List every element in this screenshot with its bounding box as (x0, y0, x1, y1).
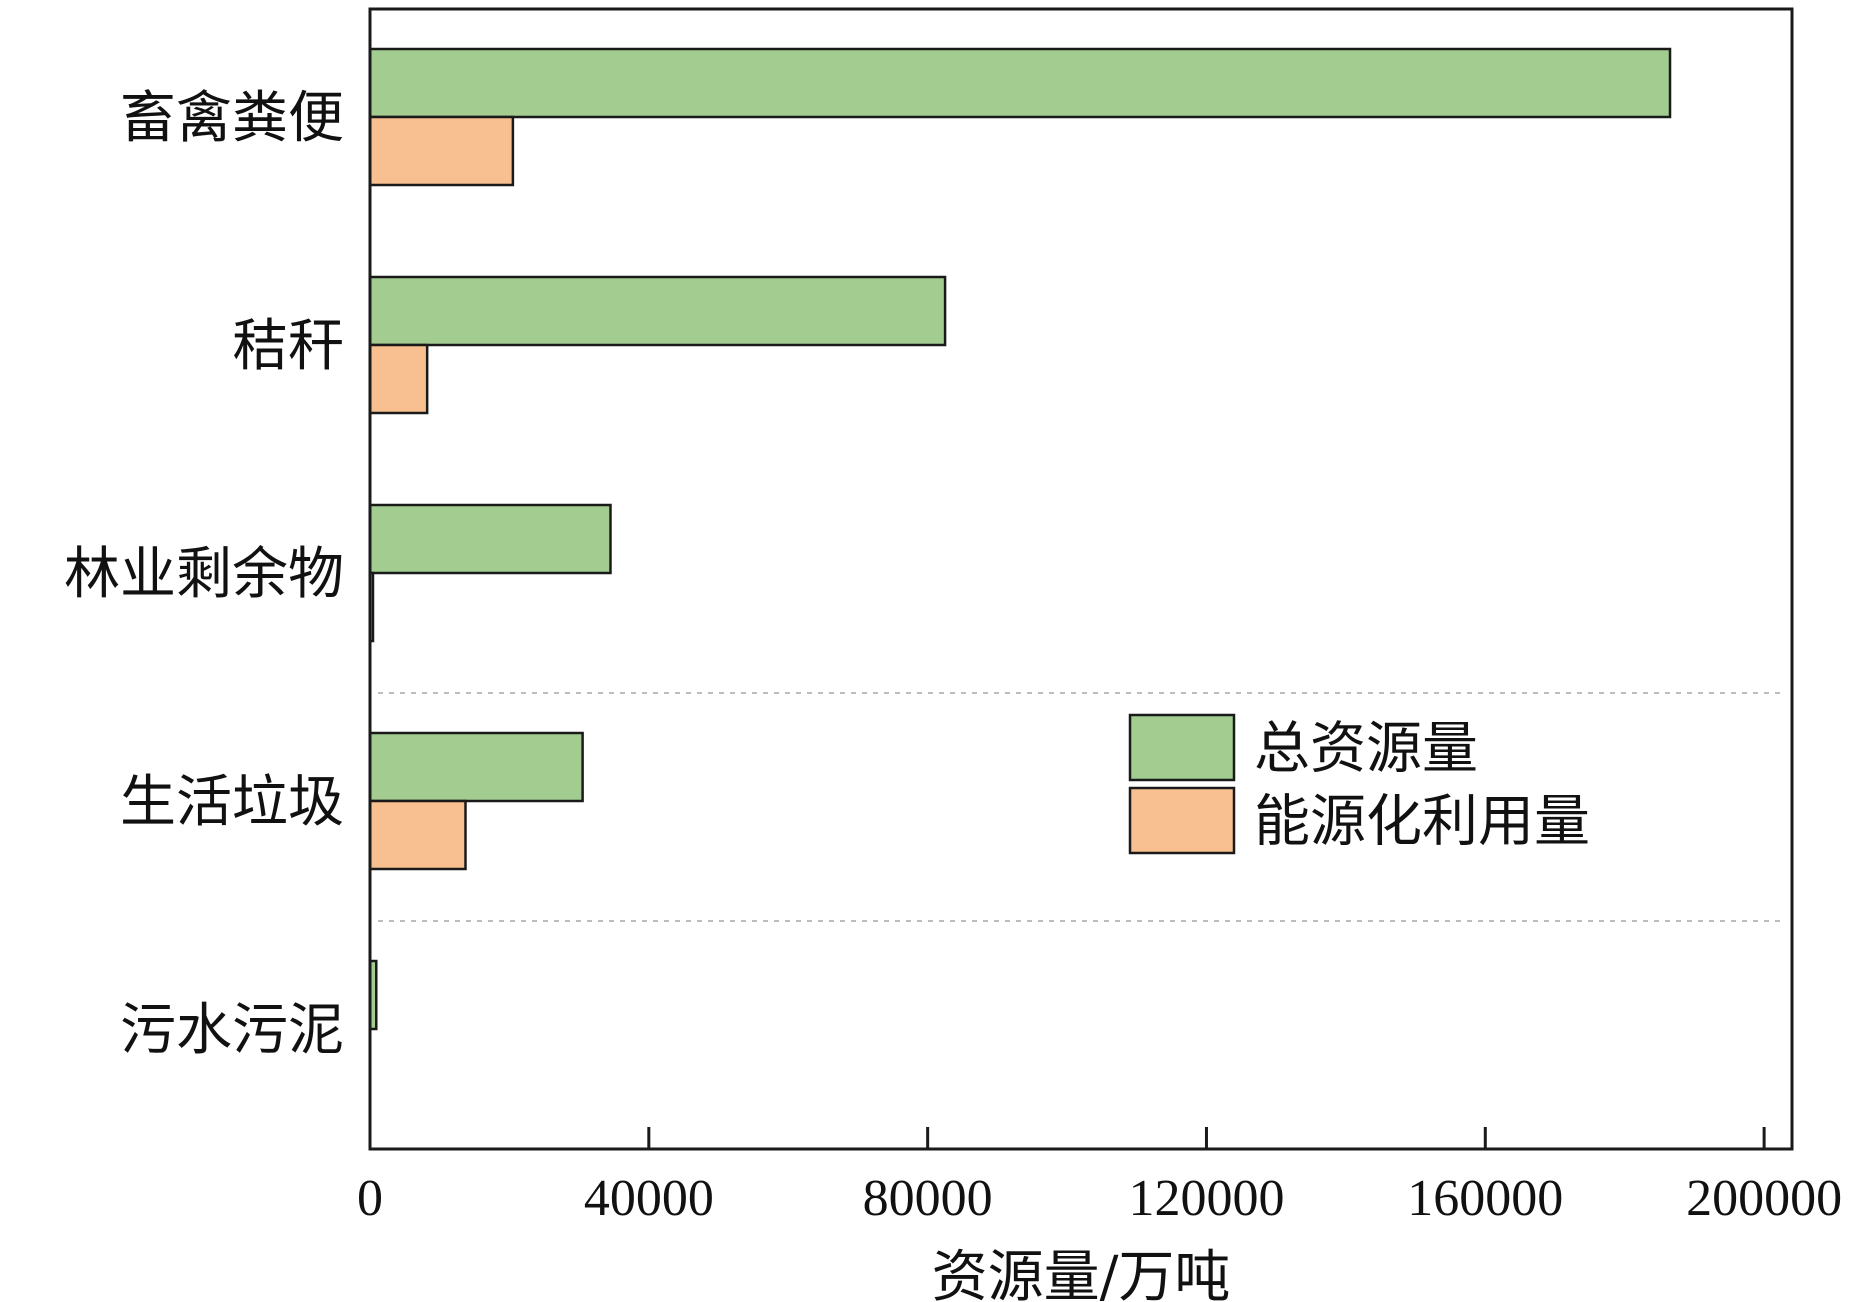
x-tick-label: 200000 (1686, 1170, 1842, 1227)
bar-energy-use-3 (368, 799, 467, 871)
legend-swatch-0 (1128, 713, 1236, 782)
category-label: 秸秆 (232, 314, 344, 379)
x-tick-label: 0 (357, 1170, 383, 1227)
x-tick-label: 40000 (584, 1170, 714, 1227)
plot-frame (368, 7, 1794, 1151)
bar-total-1 (368, 275, 947, 347)
gridlines (378, 692, 1780, 922)
x-tick-label: 80000 (863, 1170, 993, 1227)
legend-swatch-1 (1128, 786, 1236, 855)
category-label: 污水污泥 (120, 998, 344, 1063)
x-tick-label: 120000 (1128, 1170, 1284, 1227)
bar-energy-use-0 (368, 115, 515, 187)
category-label: 林业剩余物 (64, 542, 344, 607)
x-axis-title: 资源量/万吨 (932, 1245, 1231, 1302)
category-label: 畜禽粪便 (120, 86, 344, 151)
legend-label-1: 能源化利用量 (1254, 790, 1590, 855)
bar-total-2 (368, 503, 612, 575)
category-label: 生活垃圾 (120, 770, 344, 835)
legend-label-0: 总资源量 (1254, 717, 1478, 782)
bar-energy-use-1 (368, 343, 429, 415)
bar-total-0 (368, 47, 1672, 119)
bar-total-3 (368, 731, 584, 803)
x-tick-label: 160000 (1407, 1170, 1563, 1227)
bars (368, 47, 1672, 1031)
x-axis-ticks: 0 40000 80000 120000 160000 200000 (357, 1127, 1842, 1227)
